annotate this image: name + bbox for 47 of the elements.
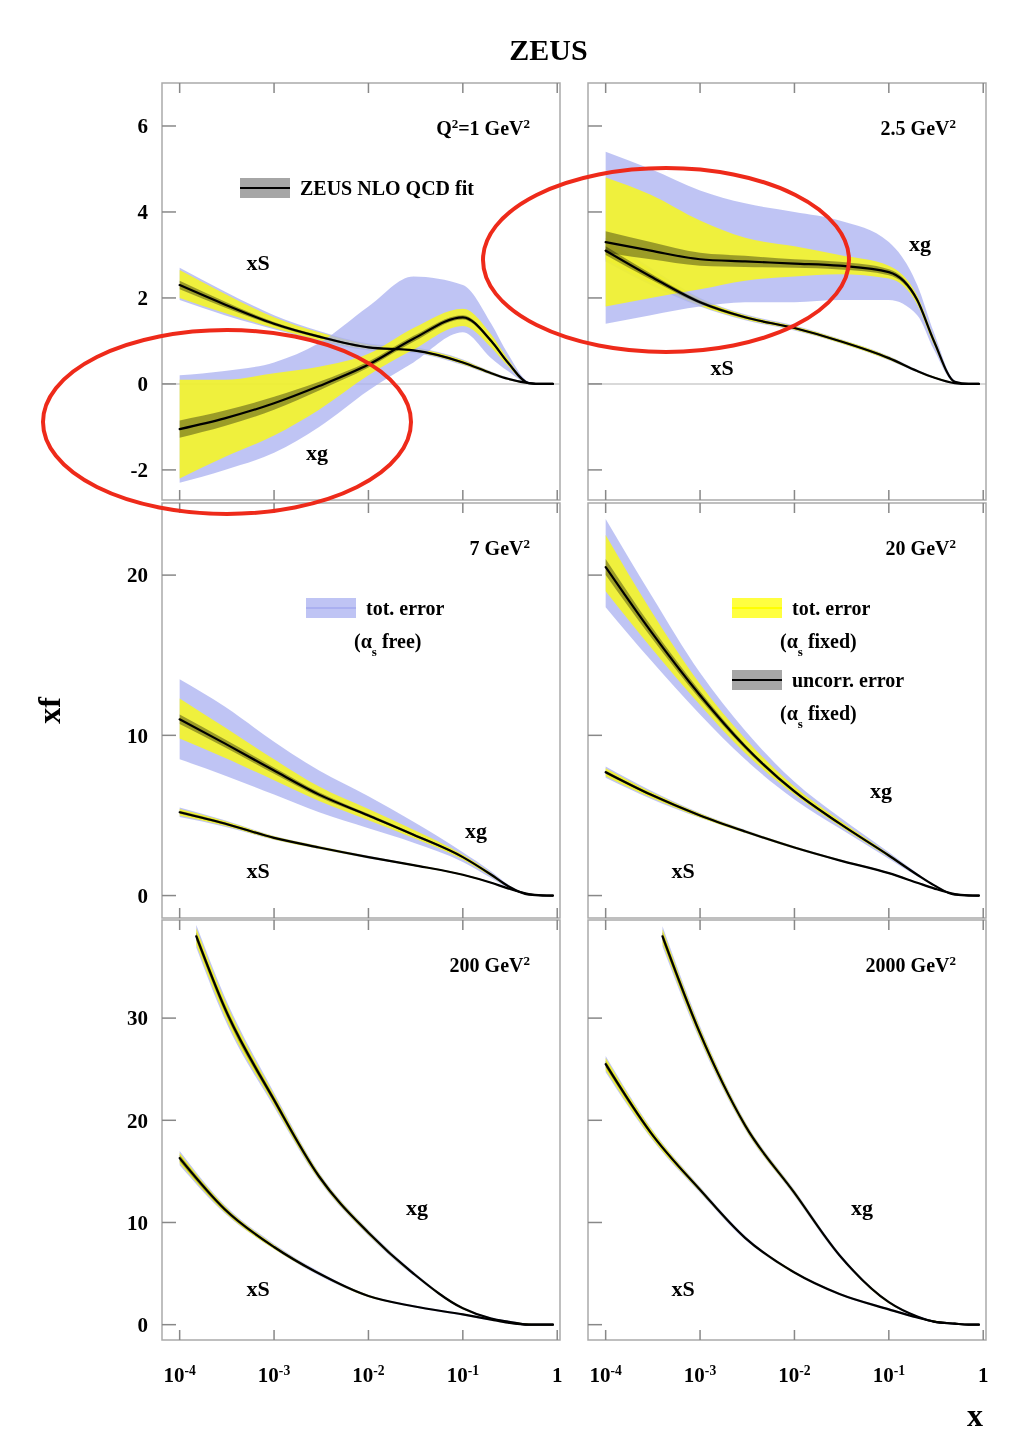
x-tick-label: 10$^{-3}$ xyxy=(257,1362,291,1387)
legend-label: ZEUS NLO QCD fit xyxy=(300,177,475,199)
annotation: xS xyxy=(671,857,695,883)
annotation: xS xyxy=(246,1275,270,1301)
y-tick-label: 0 xyxy=(137,1313,148,1338)
x-tick-label: 10$^{-2}$ xyxy=(778,1362,811,1387)
y-tick-label: 2 xyxy=(137,286,148,311)
x-tick-label: 10$^{-1}$ xyxy=(872,1362,906,1387)
annotation: xg xyxy=(909,230,931,256)
y-tick-label: 0 xyxy=(137,883,148,908)
y-tick-label: 10 xyxy=(127,723,148,748)
annotation: xS xyxy=(710,354,734,380)
x-tick-label: 10$^{-4}$ xyxy=(589,1362,623,1387)
x-tick-label: 10$^{-1}$ xyxy=(446,1362,480,1387)
annotation: xS xyxy=(246,857,270,883)
x-axis-title: x xyxy=(967,1397,983,1433)
text: 200 GeV$^{2}$ xyxy=(449,952,530,976)
y-tick-label: 10 xyxy=(127,1210,148,1235)
x-tick-label: 10$^{-2}$ xyxy=(352,1362,385,1387)
annotation: xg xyxy=(406,1194,428,1220)
x-tick-label: 10$^{-3}$ xyxy=(683,1362,717,1387)
y-tick-label: 6 xyxy=(137,114,148,139)
y-tick-label: 0 xyxy=(137,372,148,397)
annotation: xg xyxy=(306,439,328,465)
legend-label: tot. error (α$_{s}$ fixed) xyxy=(780,597,871,659)
text: 20 GeV$^{2}$ xyxy=(885,535,956,559)
y-tick-label: 30 xyxy=(127,1006,148,1031)
text: Q$^{2}$=1 GeV$^{2}$ xyxy=(436,115,530,139)
text: 2000 GeV$^{2}$ xyxy=(865,952,956,976)
text: 7 GeV$^{2}$ xyxy=(469,535,530,559)
annotation: xg xyxy=(870,777,892,803)
annotation: xg xyxy=(465,817,487,843)
y-tick-label: 4 xyxy=(137,200,149,225)
chart-title: ZEUS xyxy=(509,33,588,66)
legend-label: tot. error (α$_{s}$ free) xyxy=(354,597,445,659)
y-axis-title: xf xyxy=(31,696,67,724)
annotation: xS xyxy=(246,249,270,275)
x-tick-label: 10$^{-4}$ xyxy=(163,1362,197,1387)
x-tick-label: 1 xyxy=(551,1363,563,1387)
x-tick-label: 1 xyxy=(977,1363,989,1387)
y-tick-label: 20 xyxy=(127,1108,148,1133)
annotation: xg xyxy=(851,1194,873,1220)
text: 2.5 GeV$^{2}$ xyxy=(880,115,956,139)
y-tick-label: 20 xyxy=(127,563,148,588)
annotation: xS xyxy=(671,1275,695,1301)
y-tick-label: -2 xyxy=(130,458,148,483)
legend-label: uncorr. error (α$_{s}$ fixed) xyxy=(780,669,905,731)
